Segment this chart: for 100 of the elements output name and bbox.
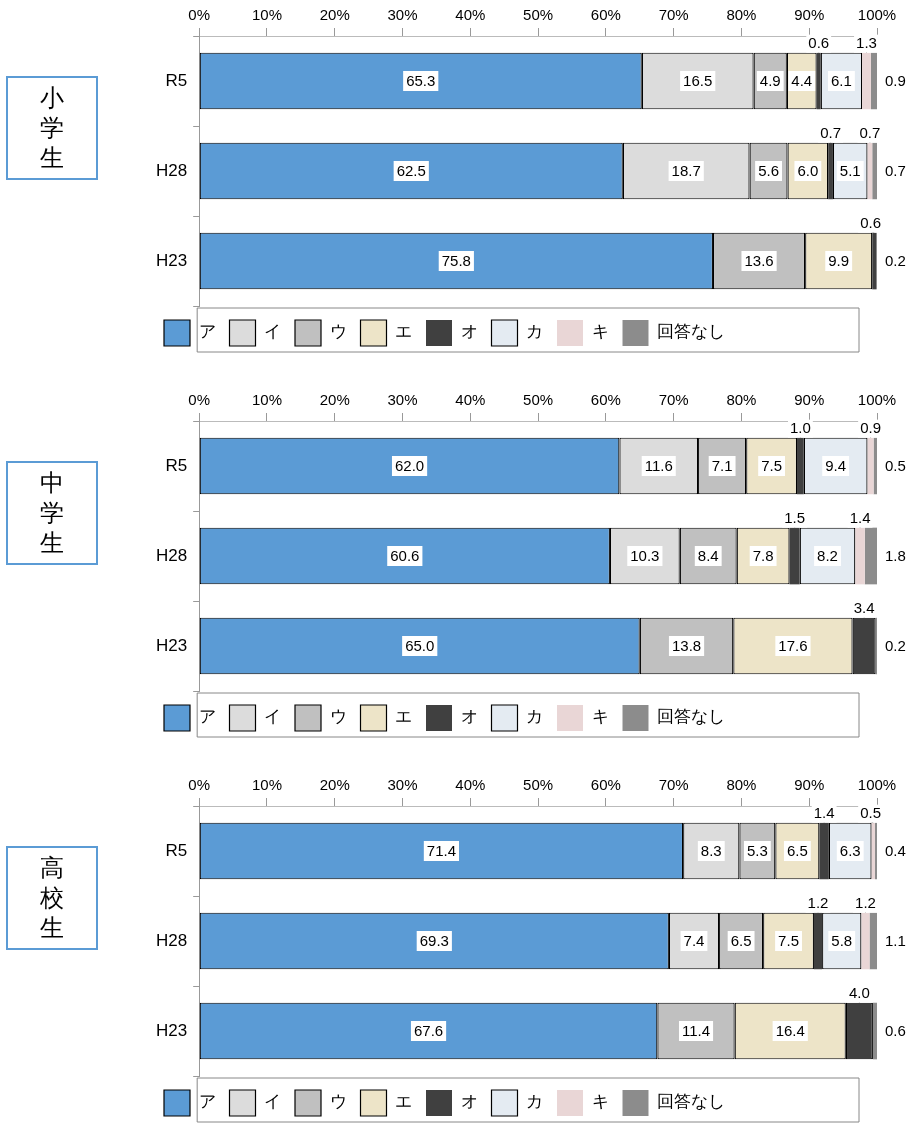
- data-label: 7.8: [752, 547, 774, 565]
- data-label: 6.5: [786, 842, 808, 860]
- data-label: 6.3: [839, 842, 861, 860]
- text: 中学生: [39, 468, 65, 558]
- legend-label: カ: [526, 321, 543, 342]
- legend-label: イ: [264, 1091, 281, 1112]
- data-label: 6.0: [797, 162, 819, 180]
- data-label: 5.6: [758, 162, 779, 180]
- data-label: 7.5: [778, 932, 799, 950]
- data-label: 11.6: [644, 457, 673, 475]
- x-tick-label: 100%: [857, 776, 897, 794]
- data-label: 0.7: [885, 162, 906, 180]
- x-tick-label: 60%: [590, 391, 621, 409]
- x-tick-label: 40%: [455, 776, 486, 794]
- data-label: 0.5: [860, 803, 881, 821]
- x-tick-label: 40%: [455, 6, 486, 24]
- data-label: 16.5: [683, 72, 713, 90]
- legend-label: カ: [526, 706, 543, 727]
- data-label: 13.6: [744, 252, 774, 270]
- text: 高校生: [39, 853, 65, 943]
- legend-label: オ: [460, 321, 478, 342]
- data-label: 13.8: [671, 637, 702, 655]
- data-label: 7.5: [761, 457, 783, 475]
- bar: [797, 437, 804, 495]
- data-label: 10.3: [630, 547, 660, 565]
- legend-label: ア: [198, 706, 216, 727]
- data-label: 6.5: [730, 932, 752, 950]
- legend-label: イ: [264, 706, 281, 727]
- data-label: 62.0: [394, 457, 425, 475]
- x-tick-label: 30%: [387, 6, 418, 24]
- legend-label: 回答なし: [657, 321, 725, 342]
- legend-label: ウ: [329, 1091, 347, 1112]
- data-label: 75.8: [441, 252, 471, 270]
- x-tick-label: 50%: [523, 6, 554, 24]
- data-label: 5.8: [831, 932, 853, 950]
- data-label: 1.2: [807, 893, 829, 911]
- data-label: 0.6: [860, 213, 881, 231]
- x-tick-label: 100%: [857, 391, 897, 409]
- data-label: 4.0: [848, 983, 870, 1001]
- legend-label: キ: [591, 321, 609, 342]
- x-tick-label: 90%: [794, 6, 825, 24]
- legend-label: ウ: [329, 321, 347, 342]
- legend-label: カ: [526, 1091, 543, 1112]
- y-tick-label: H23: [156, 635, 188, 655]
- data-label: 9.4: [825, 457, 847, 475]
- data-label: 0.7: [859, 123, 881, 141]
- y-tick-label: R5: [165, 840, 188, 860]
- data-label: 1.8: [885, 547, 906, 565]
- data-label: 18.7: [671, 162, 701, 180]
- data-label: 5.3: [746, 842, 768, 860]
- x-tick-label: 0%: [188, 391, 211, 409]
- data-label: 0.6: [808, 33, 830, 51]
- data-label: 1.2: [855, 893, 876, 911]
- data-label: 17.6: [778, 637, 808, 655]
- x-tick-label: 70%: [658, 776, 689, 794]
- data-label: 7.1: [711, 457, 733, 475]
- x-tick-label: 60%: [590, 776, 621, 794]
- data-label: 0.2: [885, 252, 906, 270]
- data-label: 0.6: [885, 1022, 906, 1040]
- bar: [819, 822, 829, 880]
- x-tick-label: 20%: [319, 776, 350, 794]
- text: 小学生: [39, 83, 65, 173]
- legend-label: 回答なし: [657, 706, 725, 727]
- data-label: 8.2: [817, 547, 838, 565]
- bar: [862, 52, 871, 110]
- x-tick-label: 70%: [658, 391, 689, 409]
- x-tick-label: 80%: [726, 391, 757, 409]
- legend-label: オ: [460, 1091, 478, 1112]
- legend-label: イ: [264, 321, 281, 342]
- legend-label: エ: [395, 706, 412, 727]
- x-tick-label: 40%: [455, 391, 486, 409]
- data-label: 1.3: [856, 33, 877, 51]
- bar: [828, 142, 833, 200]
- x-tick-label: 100%: [857, 6, 897, 24]
- y-tick-label: R5: [165, 455, 188, 475]
- y-tick-label: H28: [156, 160, 188, 180]
- data-label: 71.4: [426, 842, 457, 860]
- data-label: 60.6: [390, 547, 420, 565]
- x-tick-label: 80%: [726, 776, 757, 794]
- data-label: 4.4: [791, 72, 813, 90]
- x-tick-label: 10%: [251, 391, 282, 409]
- x-tick-label: 80%: [726, 6, 757, 24]
- data-label: 5.1: [839, 162, 861, 180]
- legend-label: オ: [460, 706, 478, 727]
- bar: [872, 232, 877, 290]
- data-label: 0.2: [885, 637, 906, 655]
- data-label: 6.1: [830, 72, 852, 90]
- bar: [867, 437, 874, 495]
- y-tick-label: H23: [156, 250, 188, 270]
- data-label: 62.5: [396, 162, 426, 180]
- data-label: 3.4: [853, 598, 875, 616]
- x-tick-label: 20%: [319, 391, 350, 409]
- data-label: 4.9: [759, 72, 781, 90]
- data-label: 0.5: [885, 457, 906, 475]
- bar: [816, 52, 821, 110]
- data-label: 9.9: [828, 252, 850, 270]
- x-tick-label: 0%: [188, 6, 211, 24]
- data-label: 69.3: [419, 932, 449, 950]
- y-tick-label: H28: [156, 930, 188, 950]
- data-label: 1.4: [849, 508, 871, 526]
